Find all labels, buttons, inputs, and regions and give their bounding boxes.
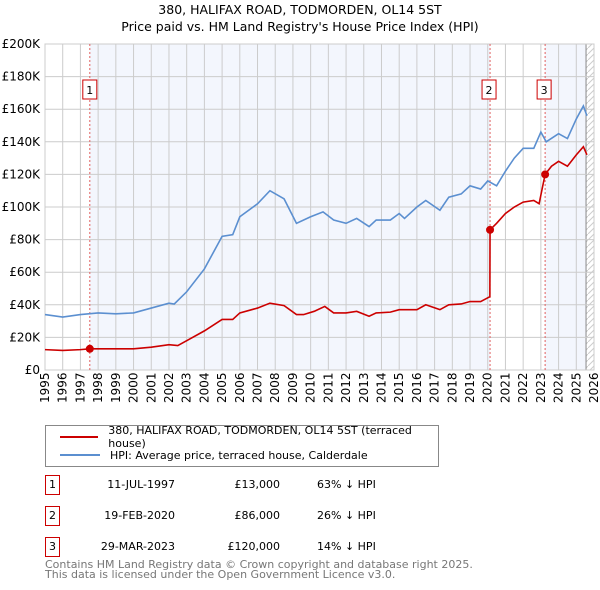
x-tick-label: 2008 [268, 372, 282, 403]
legend-swatch-blue [60, 454, 100, 456]
x-tick-label: 2017 [428, 372, 442, 403]
x-tick-label: 2009 [286, 372, 300, 403]
sale-marker-label: 2 [486, 84, 493, 97]
x-tick-label: 2014 [374, 372, 388, 403]
sale-hpi-diff: 63% ↓ HPI [317, 478, 376, 491]
sale-marker-box [536, 79, 552, 100]
x-tick-label: 2023 [534, 372, 548, 403]
x-tick-label: 1996 [56, 372, 70, 403]
sale-date: 19-FEB-2020 [104, 509, 175, 522]
x-tick-label: 2000 [127, 372, 141, 403]
y-tick-label: £200K [2, 37, 42, 51]
sale-price: £86,000 [234, 509, 281, 522]
y-tick-label: £80K [9, 233, 41, 247]
sale-point [85, 344, 94, 353]
x-tick-label: 2022 [516, 372, 530, 403]
x-tick-label: 2024 [552, 372, 566, 403]
chart-title: 380, HALIFAX ROAD, TODMORDEN, OL14 5ST [158, 2, 442, 17]
y-tick-label: £180K [2, 70, 42, 84]
x-tick-label: 2025 [569, 372, 583, 403]
sale-marker-label: 3 [541, 84, 548, 97]
x-tick-label: 2005 [215, 372, 229, 403]
footer: Contains HM Land Registry data © Crown c… [45, 558, 473, 581]
x-tick-label: 2012 [339, 372, 353, 403]
sale-point [541, 170, 550, 179]
legend-item-property: 380, HALIFAX ROAD, TODMORDEN, OL14 5ST (… [60, 424, 438, 450]
sale-date: 29-MAR-2023 [100, 540, 175, 553]
x-tick-label: 2013 [357, 372, 371, 403]
sale-price: £13,000 [234, 478, 281, 491]
y-tick-label: £100K [2, 200, 42, 214]
y-tick-label: £140K [2, 135, 42, 149]
sale-hpi-diff: 14% ↓ HPI [317, 540, 376, 553]
x-tick-label: 2015 [392, 372, 406, 403]
x-tick-label: 2010 [304, 372, 318, 403]
y-tick-label: £20K [9, 330, 41, 344]
x-tick-label: 1995 [38, 372, 52, 403]
legend-label: HPI: Average price, terraced house, Cald… [110, 448, 368, 462]
y-tick-label: £160K [2, 102, 42, 116]
price-paid-line [44, 145, 588, 352]
chart-subtitle: Price paid vs. HM Land Registry's House … [121, 19, 479, 34]
x-tick-label: 1998 [91, 372, 105, 403]
x-tick-label: 1997 [73, 372, 87, 403]
x-tick-label: 2020 [481, 372, 495, 403]
sale-marker-label: 1 [86, 84, 93, 97]
sale-marker-label: 1 [45, 475, 60, 495]
x-tick-label: 2004 [197, 372, 211, 403]
x-tick-label: 2001 [144, 372, 158, 403]
footer-line-2: This data is licensed under the Open Gov… [45, 568, 396, 581]
x-tick-label: 2003 [180, 372, 194, 403]
x-tick-label: 2006 [233, 372, 247, 403]
y-tick-label: £40K [9, 298, 41, 312]
sale-row: 3 29-MAR-2023 £120,000 14% ↓ HPI [45, 537, 445, 557]
legend-item-hpi: HPI: Average price, terraced house, Cald… [60, 447, 368, 463]
x-tick-label: 1999 [109, 372, 123, 403]
legend-swatch-red [60, 436, 99, 438]
x-tick-label: 2026 [587, 372, 600, 403]
x-tick-label: 2016 [410, 372, 424, 403]
footer-line-1: Contains HM Land Registry data © Crown c… [45, 558, 473, 571]
plot-border [44, 43, 595, 371]
y-tick-label: £0 [25, 363, 40, 377]
sale-point [486, 225, 495, 234]
sale-marker-label: 3 [45, 537, 60, 557]
x-tick-label: 2011 [321, 372, 335, 403]
sale-date: 11-JUL-1997 [107, 478, 175, 491]
sale-marker-box [82, 79, 98, 100]
y-tick-label: £60K [9, 265, 41, 279]
sale-row: 1 11-JUL-1997 £13,000 63% ↓ HPI [45, 475, 445, 495]
plot-area: 1995 1996 1997 1998 1999 2000 2001 2002 2003 2004… [2, 37, 600, 403]
sale-hpi-diff: 26% ↓ HPI [317, 509, 376, 522]
x-tick-label: 2021 [498, 372, 512, 403]
legend-label: 380, HALIFAX ROAD, TODMORDEN, OL14 5ST (… [108, 424, 412, 450]
x-tick-label: 2018 [445, 372, 459, 403]
sale-marker-box [481, 79, 497, 100]
sale-row: 2 19-FEB-2020 £86,000 26% ↓ HPI [45, 506, 445, 526]
x-tick-label: 2019 [463, 372, 477, 403]
sale-marker-label: 2 [45, 506, 60, 526]
x-tick-label: 2007 [251, 372, 265, 403]
sale-price: £120,000 [227, 540, 281, 553]
y-tick-label: £120K [2, 167, 42, 181]
legend: 380, HALIFAX ROAD, TODMORDEN, OL14 5ST (… [45, 424, 439, 467]
x-tick-label: 2002 [162, 372, 176, 403]
hpi-line [44, 103, 588, 318]
